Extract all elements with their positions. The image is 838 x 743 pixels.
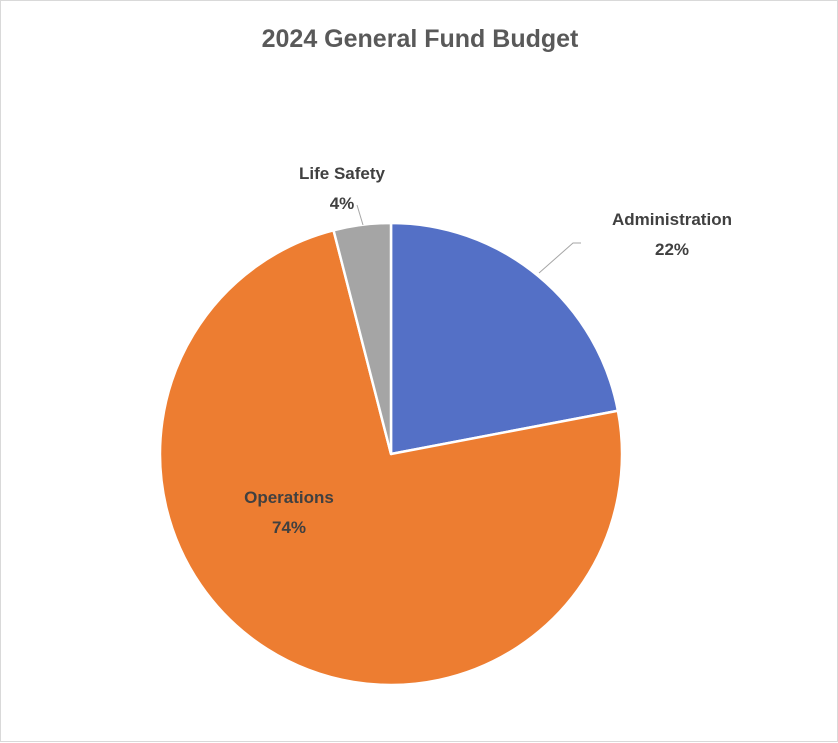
slice-category-label-operations: Operations [244, 488, 334, 507]
slice-labels: Administration 22% Operations 74% Life Safet… [244, 164, 732, 537]
leader-lines [356, 204, 581, 274]
pie-slice-operations [158, 229, 624, 687]
pie-slice-administration [389, 221, 620, 456]
leader-line-administration [538, 242, 581, 274]
pie-slices [158, 221, 624, 687]
pie-slice-life-safety [332, 221, 393, 456]
leader-line-life-safety [356, 204, 364, 226]
slice-percent-label-operations: 74% [272, 518, 306, 537]
chart-title: 2024 General Fund Budget [261, 25, 579, 53]
slice-category-label-life-safety: Life Safety [299, 164, 386, 183]
slice-category-label-administration: Administration [612, 210, 732, 229]
slice-percent-label-life-safety: 4% [330, 194, 355, 213]
slice-percent-label-administration: 22% [655, 240, 689, 259]
